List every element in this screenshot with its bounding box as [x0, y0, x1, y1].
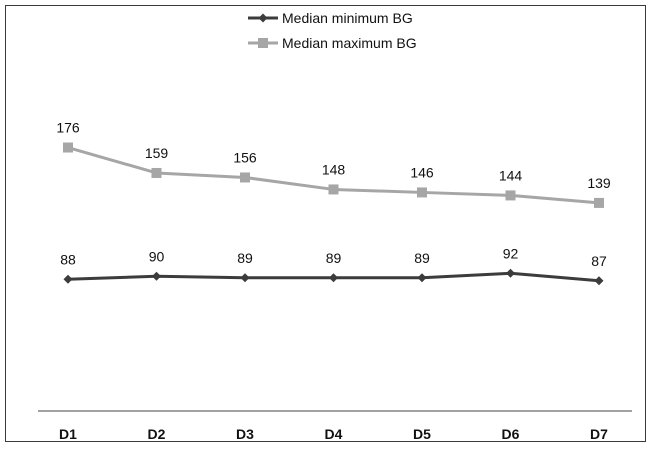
x-tick-label: D5: [413, 426, 431, 442]
data-point: [328, 184, 339, 195]
data-label: 159: [145, 145, 169, 161]
data-label: 89: [326, 250, 342, 266]
data-point: [63, 274, 73, 284]
x-tick-label: D4: [325, 426, 343, 442]
x-tick-labels: D1 D2 D3 D4 D5 D6 D7: [59, 426, 608, 442]
data-point: [594, 276, 604, 286]
series-median-minimum-bg: 88 90 89 89 89 92 87: [60, 245, 607, 286]
x-tick-label: D3: [236, 426, 254, 442]
x-tick-label: D1: [59, 426, 77, 442]
x-tick-label: D2: [148, 426, 166, 442]
series-layer: 88 90 89 89 89 92 87 176 159 156 148 146 144 139: [56, 120, 611, 286]
data-point: [417, 187, 427, 198]
x-tick-label: D7: [590, 426, 608, 442]
series-median-maximum-bg: 176 159 156 148 146 144 139: [56, 120, 611, 208]
legend-entry: Median minimum BG: [248, 10, 413, 26]
data-point: [63, 142, 73, 153]
data-point: [594, 197, 604, 208]
chart-frame: [5, 5, 646, 442]
data-label: 87: [591, 253, 607, 269]
data-label: 90: [149, 248, 165, 264]
data-point: [152, 271, 161, 281]
data-label: 148: [322, 161, 346, 177]
data-point: [505, 190, 516, 201]
data-point: [151, 167, 162, 178]
data-point: [240, 273, 250, 283]
data-label: 176: [56, 120, 80, 136]
chart-legend: Median minimum BG Median maximum BG: [248, 10, 417, 51]
data-point: [506, 268, 515, 278]
data-point: [417, 273, 427, 283]
legend-entry: Median maximum BG: [248, 35, 417, 51]
data-point: [329, 273, 338, 283]
data-label: 92: [503, 245, 519, 261]
data-label: 146: [410, 164, 434, 180]
data-label: 88: [60, 251, 76, 267]
data-label: 89: [237, 250, 253, 266]
data-label: 156: [233, 149, 257, 165]
legend-marker: [258, 38, 268, 48]
legend-label: Median minimum BG: [282, 10, 413, 26]
data-label: 139: [587, 175, 611, 191]
data-label: 144: [499, 167, 523, 183]
legend-label: Median maximum BG: [282, 35, 417, 51]
data-point: [240, 172, 250, 183]
data-label: 89: [414, 250, 430, 266]
x-tick-label: D6: [502, 426, 520, 442]
legend-marker: [258, 13, 268, 23]
